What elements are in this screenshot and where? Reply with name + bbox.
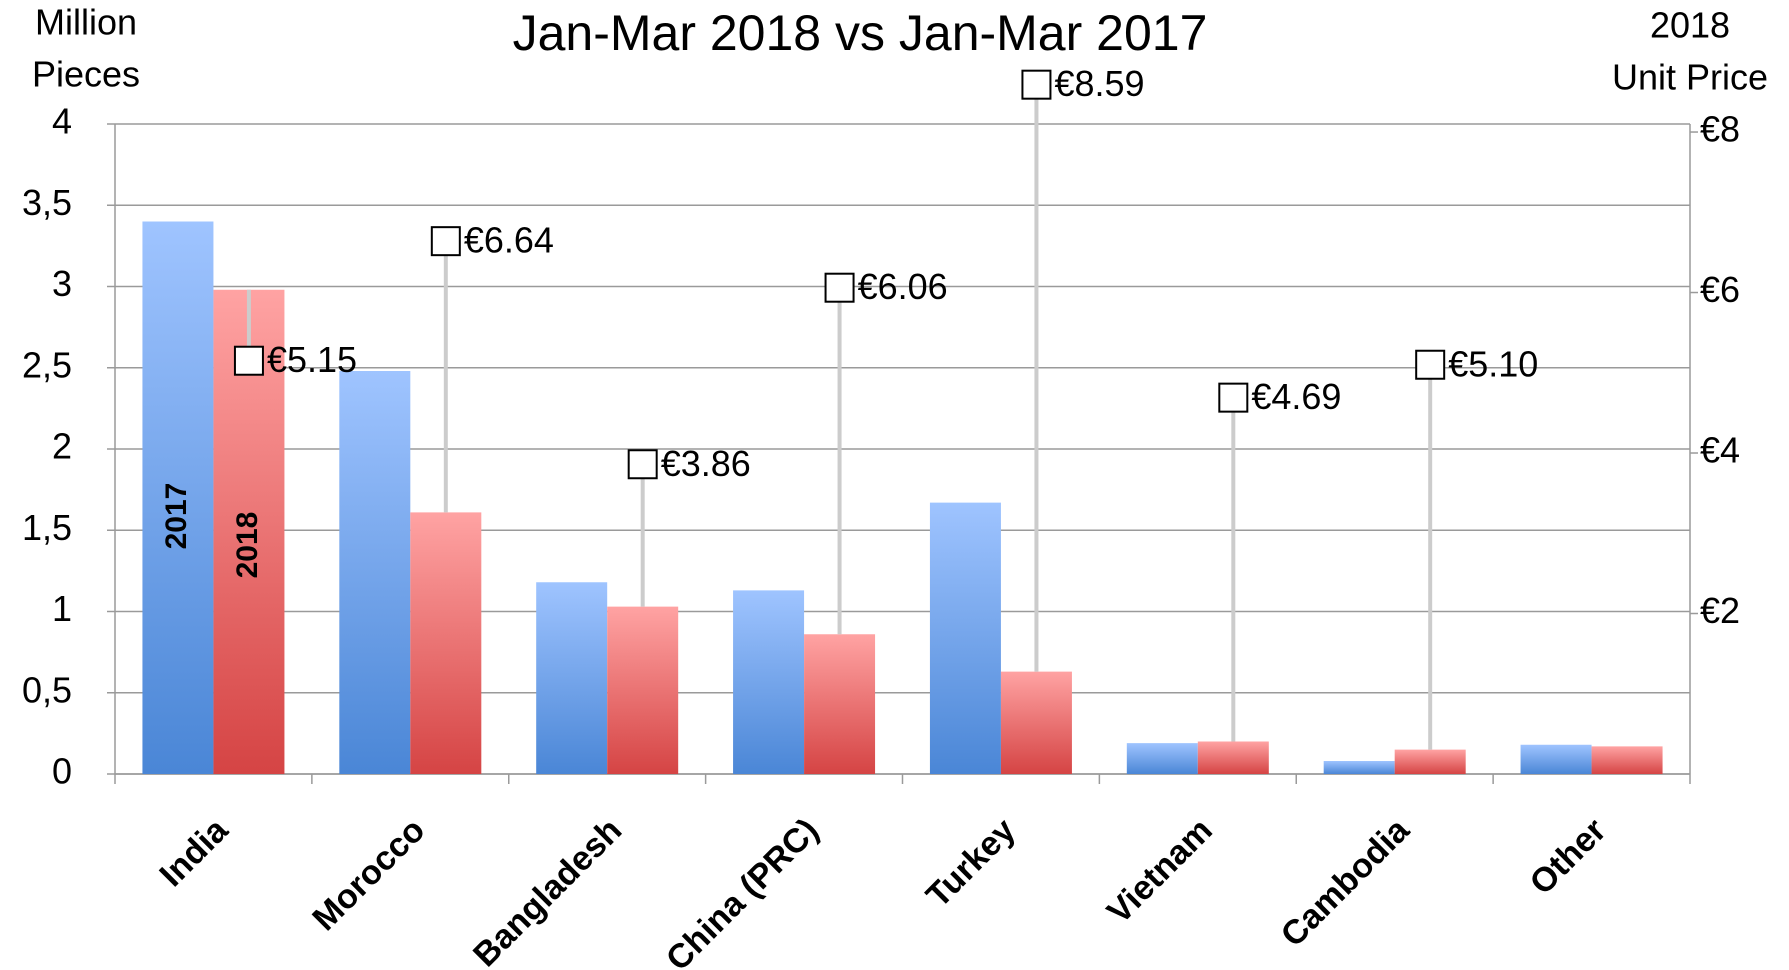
bar xyxy=(929,502,1001,774)
y-tick-label: 4 xyxy=(52,101,72,142)
y-tick-label: 1 xyxy=(52,588,72,629)
price-label: €8.59 xyxy=(1054,63,1144,104)
y2-tick-label: €2 xyxy=(1700,590,1740,631)
x-tick-label: India xyxy=(152,810,236,894)
price-label: €5.10 xyxy=(1448,343,1538,384)
chart-title: Jan-Mar 2018 vs Jan-Mar 2017 xyxy=(513,5,1208,61)
bar xyxy=(410,512,482,774)
y2-tick-label: €6 xyxy=(1700,269,1740,310)
bar xyxy=(1394,749,1466,774)
y-tick-label: 2 xyxy=(52,426,72,467)
y-tick-label: 3,5 xyxy=(22,182,72,223)
y-tick-label: 0 xyxy=(52,751,72,792)
price-marker xyxy=(1021,69,1052,100)
series-label: 2017 xyxy=(160,483,193,550)
x-tick-label: Other xyxy=(1523,811,1614,902)
price-label: €5.15 xyxy=(267,339,357,380)
series-label: 2018 xyxy=(231,512,264,579)
bar xyxy=(1197,741,1269,774)
y-tick-label: 0,5 xyxy=(22,669,72,710)
y2-tick-label: €4 xyxy=(1700,430,1740,471)
y-tick-label: 1,5 xyxy=(22,507,72,548)
bar xyxy=(1591,746,1663,774)
y-tick-label: 3 xyxy=(52,263,72,304)
x-tick-label: Vietnam xyxy=(1100,811,1220,931)
y-axis-title: Pieces xyxy=(32,54,140,95)
y2-axis-title: Unit Price xyxy=(1612,57,1768,98)
bar xyxy=(1000,671,1072,774)
bar xyxy=(1323,761,1395,774)
bar xyxy=(1520,744,1592,774)
bar xyxy=(1126,743,1198,774)
y-tick-label: 2,5 xyxy=(22,344,72,385)
price-label: €6.06 xyxy=(858,266,948,307)
y-axis-title: Million xyxy=(35,2,137,43)
price-label: €4.69 xyxy=(1251,376,1341,417)
x-tick-label: Morocco xyxy=(305,811,432,938)
price-label: €3.86 xyxy=(661,443,751,484)
bar xyxy=(536,582,608,774)
price-marker xyxy=(1415,349,1446,380)
y2-tick-label: €8 xyxy=(1700,109,1740,150)
y2-axis-title: 2018 xyxy=(1650,5,1730,46)
bar xyxy=(142,221,214,774)
price-marker xyxy=(824,272,855,303)
bar xyxy=(733,590,805,774)
x-tick-label: Turkey xyxy=(919,811,1023,915)
price-label: €6.64 xyxy=(464,220,554,261)
x-tick-label: Bangladesh xyxy=(466,811,629,970)
bar xyxy=(607,606,679,774)
bar xyxy=(804,634,876,774)
price-marker xyxy=(430,226,461,257)
price-marker xyxy=(627,449,658,480)
x-tick-label: Cambodia xyxy=(1274,810,1418,954)
x-tick-label: China (PRC) xyxy=(659,811,826,970)
price-marker xyxy=(233,345,264,376)
price-marker xyxy=(1218,382,1249,413)
bar xyxy=(339,371,411,774)
